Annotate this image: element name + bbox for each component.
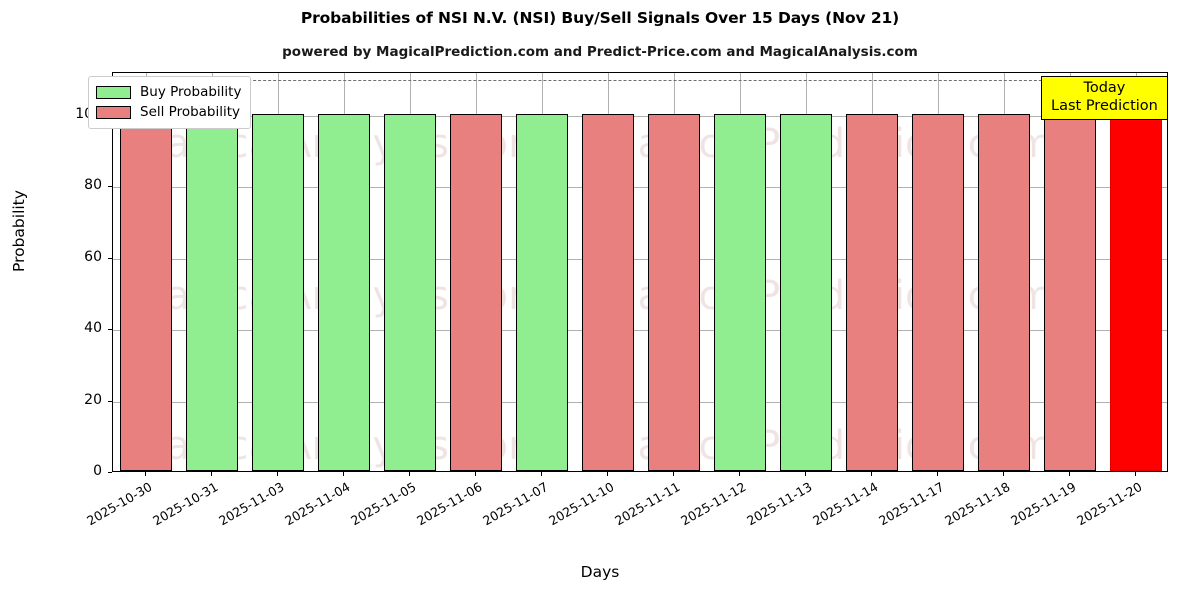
gridline-horizontal [113,401,1167,403]
bar-2025-11-20[interactable] [1109,113,1163,471]
today-annotation-line1: Today [1083,80,1126,96]
page-title: Probabilities of NSI N.V. (NSI) Buy/Sell… [300,9,900,27]
today-annotation-line2: Last Prediction [1051,97,1158,114]
bar-2025-11-17[interactable] [911,113,965,471]
legend-label-sell: Sell Probability [140,104,241,120]
bar-2025-11-04[interactable] [317,113,371,471]
x-tick-mark [673,472,674,476]
bar-2025-11-18[interactable] [977,113,1031,471]
chart-legend: Buy Probability Sell Probability [88,76,252,129]
y-tick-label: 60 [84,248,102,265]
bar-2025-11-05[interactable] [383,113,437,471]
legend-item-buy: Buy Probability [96,82,241,102]
x-tick-mark [937,472,938,476]
x-tick-mark [541,472,542,476]
bar-2025-11-11[interactable] [647,113,701,471]
y-tick-mark [108,186,112,188]
x-tick-mark [211,472,212,476]
y-tick-label: 0 [93,463,102,479]
y-tick-mark [108,400,112,402]
bar-2025-11-10[interactable] [581,113,635,471]
x-tick-mark [409,472,410,476]
x-tick-mark [475,472,476,476]
legend-swatch-buy-icon [96,85,131,99]
x-tick-mark [1069,472,1070,476]
x-tick-mark [805,472,806,476]
legend-label-buy: Buy Probability [140,84,242,100]
bar-2025-11-12[interactable] [713,113,767,471]
bar-2025-10-31[interactable] [185,113,239,471]
legend-swatch-sell-icon [96,105,131,119]
gridline-horizontal [113,330,1167,332]
x-axis-title: Days [580,563,620,581]
x-tick-mark [145,472,146,476]
threshold-line [113,80,1167,82]
y-axis-title: Probability [10,190,28,272]
gridline-horizontal [113,258,1167,260]
x-tick-mark [1003,472,1004,476]
bar-2025-11-06[interactable] [449,113,503,471]
x-tick-mark [871,472,872,476]
y-tick-label: 80 [84,177,102,194]
plot-area: MagicalAnalysis.comMagicalPrediction.com… [112,72,1168,472]
y-tick-mark [108,257,112,259]
bar-2025-11-13[interactable] [779,113,833,471]
today-annotation: Today Last Prediction [1041,76,1168,121]
x-tick-mark [1135,472,1136,476]
bar-2025-11-07[interactable] [515,113,569,471]
bar-2025-10-30[interactable] [119,113,173,471]
y-tick-label: 20 [84,391,102,408]
x-tick-mark [739,472,740,476]
gridline-horizontal [113,115,1167,117]
gridline-horizontal [113,187,1167,189]
x-tick-mark [607,472,608,476]
x-tick-mark [277,472,278,476]
x-tick-mark [343,472,344,476]
bar-2025-11-19[interactable] [1043,113,1097,471]
bar-2025-11-14[interactable] [845,113,899,471]
chart-subtitle: powered by MagicalPrediction.com and Pre… [282,44,918,60]
y-tick-mark [108,329,112,331]
plot-clip: MagicalAnalysis.comMagicalPrediction.com… [113,73,1167,471]
y-tick-label: 40 [84,320,102,337]
y-tick-mark [108,472,112,473]
bar-2025-11-03[interactable] [251,113,305,471]
legend-item-sell: Sell Probability [96,102,241,122]
